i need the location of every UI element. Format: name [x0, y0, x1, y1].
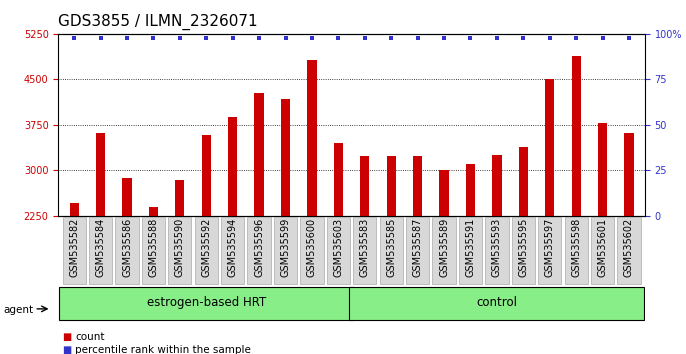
FancyBboxPatch shape [300, 217, 324, 284]
Text: GSM535592: GSM535592 [201, 218, 211, 278]
FancyBboxPatch shape [512, 217, 535, 284]
Text: GSM535589: GSM535589 [439, 218, 449, 277]
Text: ■: ■ [62, 345, 71, 354]
Text: GSM535585: GSM535585 [386, 218, 397, 278]
Text: GSM535597: GSM535597 [545, 218, 555, 278]
Text: count: count [75, 332, 105, 342]
Bar [545, 79, 554, 353]
FancyBboxPatch shape [168, 217, 191, 284]
Bar [387, 156, 396, 353]
FancyBboxPatch shape [142, 217, 165, 284]
Text: GSM535582: GSM535582 [69, 218, 79, 278]
Text: GSM535593: GSM535593 [492, 218, 502, 277]
Bar [466, 164, 475, 353]
FancyBboxPatch shape [62, 217, 86, 284]
Text: ■: ■ [62, 332, 71, 342]
Text: percentile rank within the sample: percentile rank within the sample [75, 345, 251, 354]
Text: GSM535583: GSM535583 [359, 218, 370, 277]
Text: GSM535586: GSM535586 [122, 218, 132, 277]
FancyBboxPatch shape [379, 217, 403, 284]
FancyBboxPatch shape [349, 287, 644, 320]
Text: GSM535584: GSM535584 [95, 218, 106, 277]
Text: GSM535588: GSM535588 [148, 218, 158, 277]
Text: estrogen-based HRT: estrogen-based HRT [147, 296, 266, 309]
FancyBboxPatch shape [221, 217, 244, 284]
FancyBboxPatch shape [406, 217, 429, 284]
FancyBboxPatch shape [485, 217, 508, 284]
FancyBboxPatch shape [353, 217, 377, 284]
Bar [228, 118, 237, 353]
Bar [360, 156, 369, 353]
FancyBboxPatch shape [274, 217, 297, 284]
FancyBboxPatch shape [89, 217, 113, 284]
Bar [281, 99, 290, 353]
Text: agent: agent [3, 305, 34, 315]
Text: GSM535600: GSM535600 [307, 218, 317, 277]
FancyBboxPatch shape [591, 217, 614, 284]
Text: control: control [476, 296, 517, 309]
Bar [440, 170, 449, 353]
Bar [307, 60, 316, 353]
Bar [334, 143, 343, 353]
Bar [175, 180, 185, 353]
FancyBboxPatch shape [565, 217, 588, 284]
Text: GSM535603: GSM535603 [333, 218, 344, 277]
Text: GSM535602: GSM535602 [624, 218, 634, 277]
FancyBboxPatch shape [59, 287, 354, 320]
FancyBboxPatch shape [432, 217, 456, 284]
Bar [122, 178, 132, 353]
FancyBboxPatch shape [195, 217, 218, 284]
FancyBboxPatch shape [459, 217, 482, 284]
Bar [69, 202, 79, 353]
Bar [202, 135, 211, 353]
Bar [493, 155, 501, 353]
FancyBboxPatch shape [248, 217, 271, 284]
FancyBboxPatch shape [617, 217, 641, 284]
Bar [571, 56, 581, 353]
Bar [96, 133, 105, 353]
Text: GSM535591: GSM535591 [466, 218, 475, 277]
Bar [519, 147, 528, 353]
Text: GSM535587: GSM535587 [412, 218, 423, 278]
Text: GSM535599: GSM535599 [281, 218, 291, 277]
Text: GSM535601: GSM535601 [598, 218, 608, 277]
Bar [624, 133, 634, 353]
FancyBboxPatch shape [538, 217, 561, 284]
Text: GSM535594: GSM535594 [228, 218, 237, 277]
FancyBboxPatch shape [327, 217, 350, 284]
Bar [598, 123, 607, 353]
Bar [149, 207, 158, 353]
FancyBboxPatch shape [115, 217, 139, 284]
Text: GSM535595: GSM535595 [519, 218, 528, 278]
Text: GSM535590: GSM535590 [175, 218, 185, 277]
Bar [413, 156, 423, 353]
Text: GDS3855 / ILMN_2326071: GDS3855 / ILMN_2326071 [58, 14, 258, 30]
Text: GSM535596: GSM535596 [254, 218, 264, 277]
Bar [255, 93, 263, 353]
Text: GSM535598: GSM535598 [571, 218, 581, 277]
